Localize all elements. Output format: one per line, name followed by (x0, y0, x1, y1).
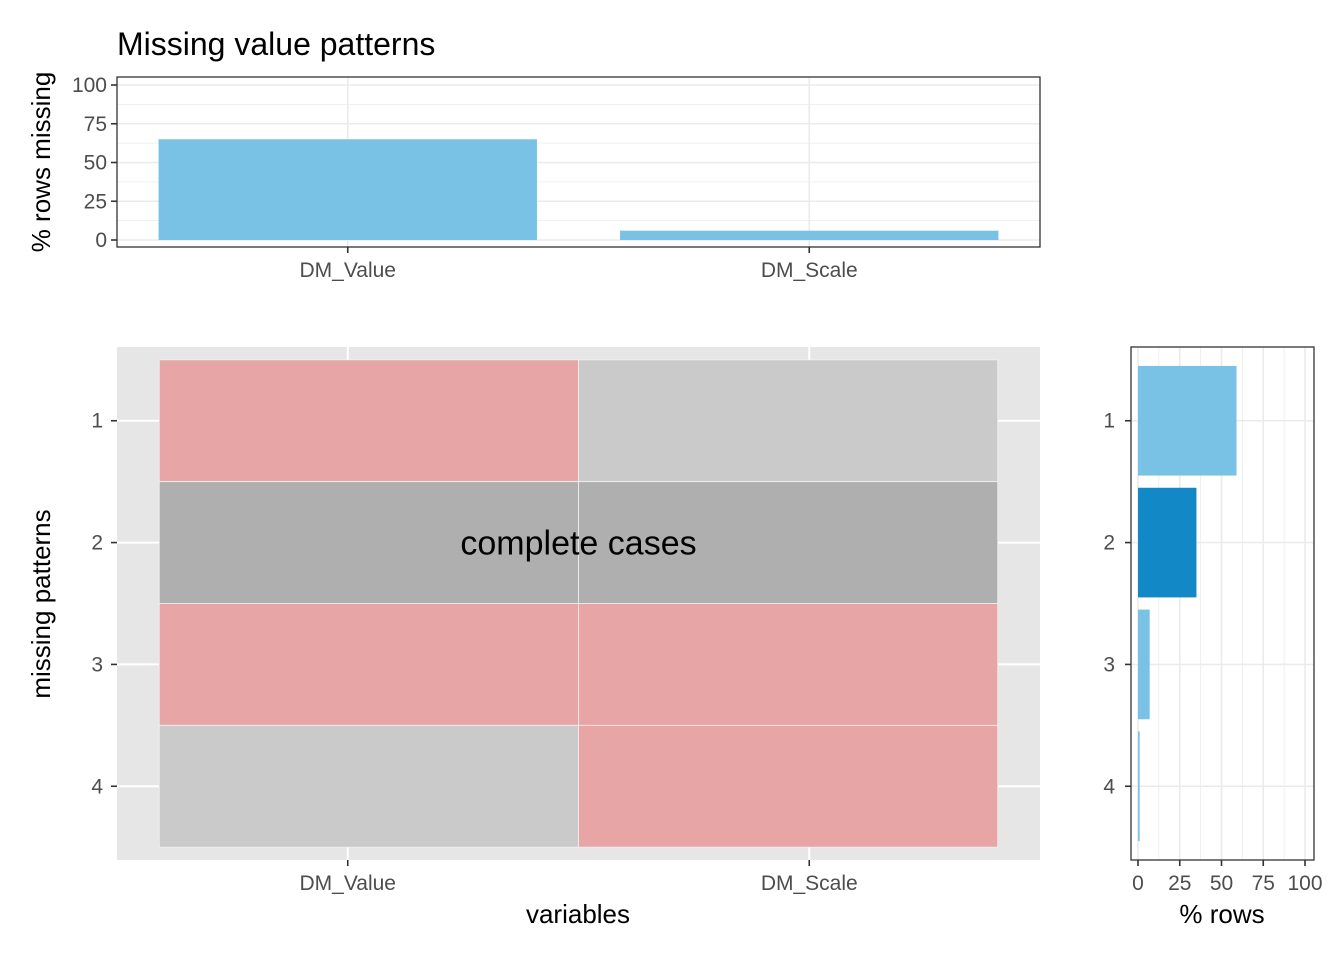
heatmap-y-tick-label: 3 (91, 653, 103, 676)
right-y-tick-label: 3 (1103, 653, 1115, 676)
heatmap-cell (158, 481, 579, 604)
top-y-tick-label: 50 (84, 152, 107, 175)
heatmap-y-tick-label: 1 (91, 410, 103, 433)
right-y-ticks: 1 2 3 4 (1103, 410, 1131, 798)
right-y-tick-label: 2 (1103, 532, 1115, 555)
chart-title: Missing value patterns (117, 26, 435, 62)
right-x-tick-label: 100 (1287, 872, 1322, 895)
top-x-ticks: DM_Value DM_Scale (300, 247, 858, 282)
heatmap-cells (158, 359, 999, 848)
top-y-axis-label: % rows missing (26, 72, 56, 253)
right-bars (1138, 365, 1237, 842)
heatmap-y-axis-label: missing patterns (26, 509, 56, 698)
top-x-tick-label: DM_Value (300, 259, 397, 282)
right-bar (1138, 609, 1150, 720)
right-x-axis-label: % rows (1179, 899, 1264, 929)
top-y-ticks: 0 25 50 75 100 (72, 74, 117, 252)
right-x-tick-label: 75 (1252, 872, 1275, 895)
right-y-tick-label: 1 (1103, 410, 1115, 433)
right-x-tick-label: 50 (1210, 872, 1233, 895)
right-bar (1138, 731, 1140, 842)
heatmap-y-tick-label: 2 (91, 532, 103, 555)
heatmap-cell (578, 359, 999, 483)
heatmap-cell (158, 724, 579, 848)
heatmap-cell (578, 724, 999, 848)
heatmap-y-ticks: 1 2 3 4 (91, 410, 117, 798)
top-bars (158, 139, 999, 240)
heatmap-y-tick-label: 4 (91, 775, 103, 798)
top-y-tick-label: 100 (72, 74, 107, 97)
right-y-tick-label: 4 (1103, 775, 1115, 798)
top-y-tick-label: 0 (95, 229, 107, 252)
heatmap-x-tick-label: DM_Scale (761, 872, 858, 895)
top-bar (620, 230, 999, 240)
right-panel-border (1130, 346, 1315, 861)
right-bar (1138, 487, 1197, 598)
heatmap-cell (578, 481, 999, 604)
top-y-tick-label: 75 (84, 113, 107, 136)
right-x-tick-label: 25 (1168, 872, 1191, 895)
right-x-tick-label: 0 (1132, 872, 1144, 895)
top-x-tick-label: DM_Scale (761, 259, 858, 282)
top-bar (158, 139, 537, 240)
right-bar (1138, 365, 1237, 476)
complete-cases-label: complete cases (460, 525, 696, 563)
heatmap-x-axis-label: variables (526, 899, 630, 929)
heatmap-cell (158, 359, 579, 483)
top-y-tick-label: 25 (84, 190, 107, 213)
right-x-ticks: 0 25 50 75 100 (1132, 860, 1323, 895)
heatmap-cell (158, 603, 579, 726)
heatmap-cell (578, 603, 999, 726)
heatmap-x-ticks: DM_Value DM_Scale (300, 860, 858, 895)
heatmap-x-tick-label: DM_Value (300, 872, 397, 895)
